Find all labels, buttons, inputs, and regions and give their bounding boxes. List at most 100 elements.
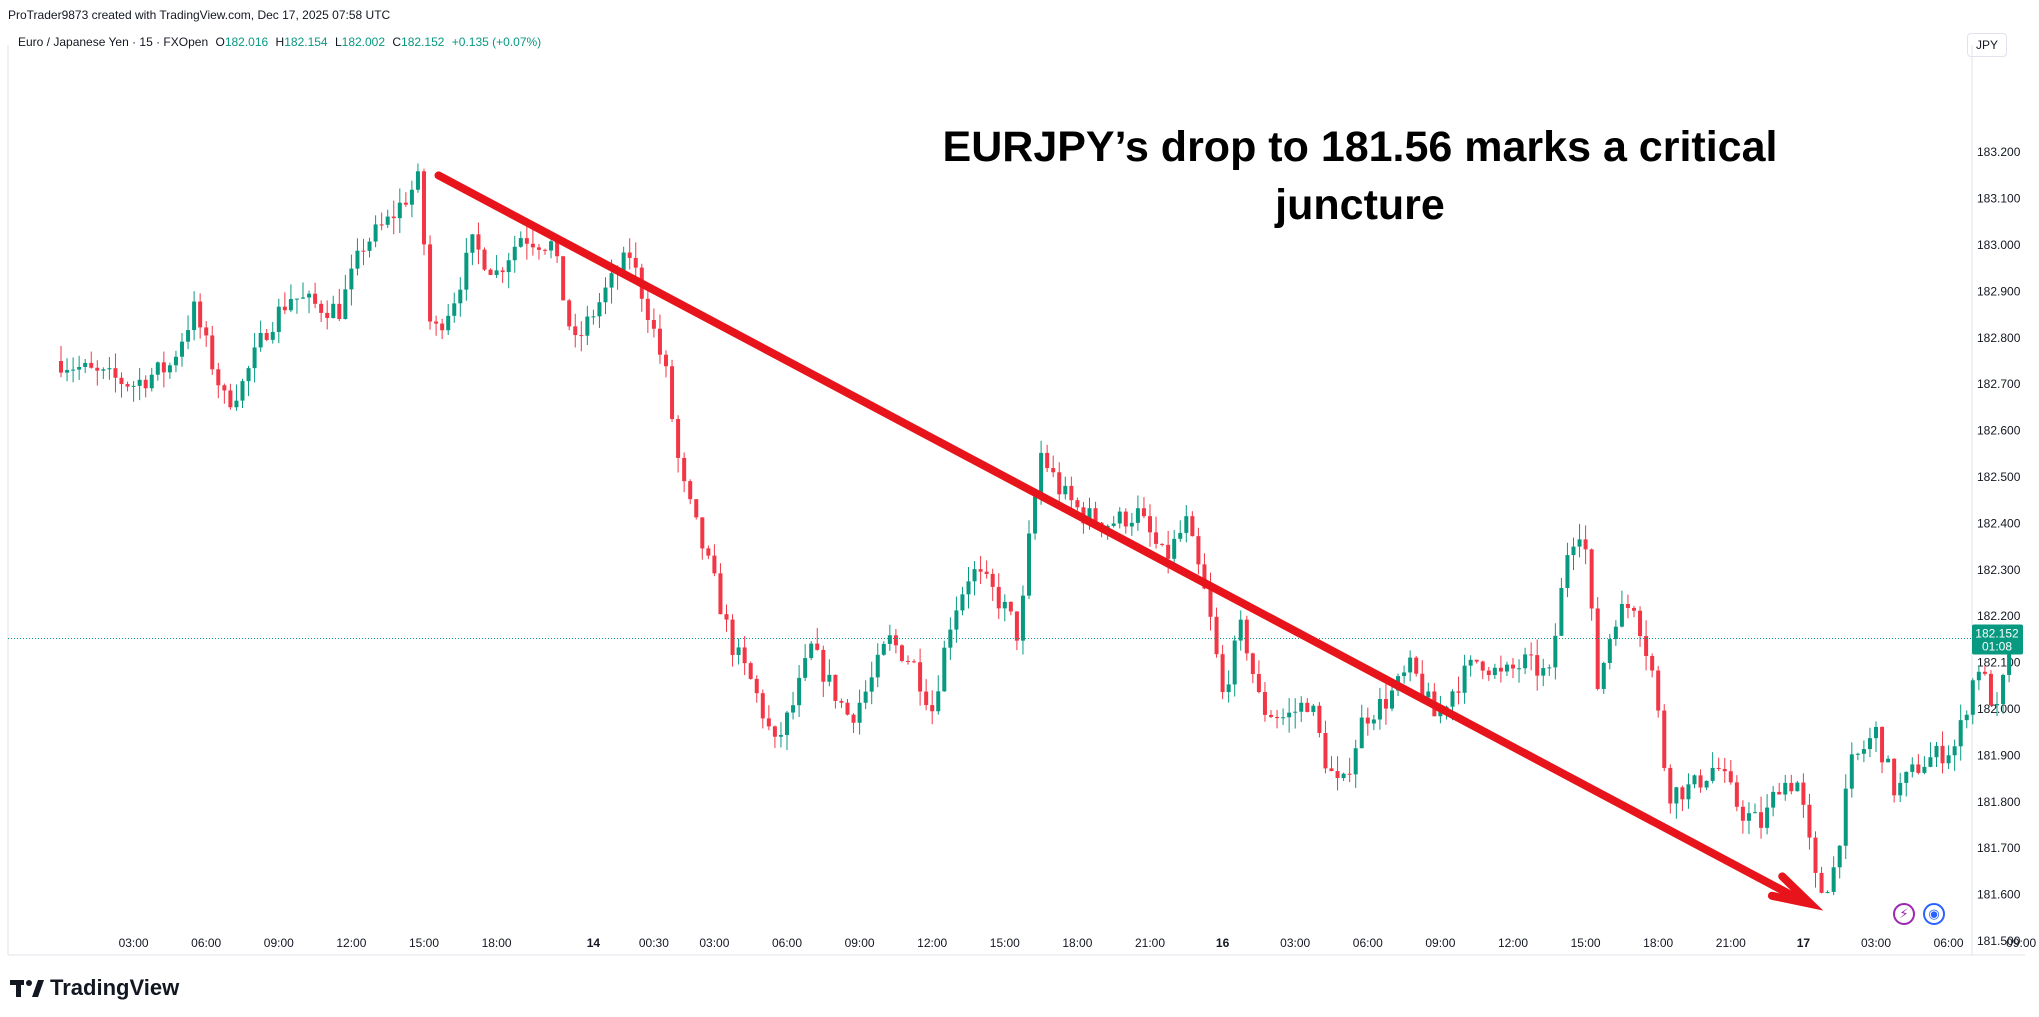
candle-body <box>694 499 699 518</box>
candle-body <box>1317 705 1322 733</box>
candle-body <box>186 330 191 342</box>
candle-body <box>1910 764 1915 772</box>
price-tick-label: 181.800 <box>1977 795 2021 809</box>
candle-body <box>1269 714 1273 717</box>
candle-body <box>627 252 632 258</box>
currency-button[interactable]: JPY <box>1966 33 2007 57</box>
candle-body <box>1753 812 1757 814</box>
price-tick-label: 182.800 <box>1977 331 2021 345</box>
candle-body <box>210 335 215 370</box>
candle-body <box>1529 654 1534 656</box>
candle-body <box>591 316 596 318</box>
candle-body <box>561 256 566 301</box>
brand-name: TradingView <box>50 975 180 1000</box>
trend-arrow-line <box>434 171 1801 902</box>
candle-body <box>240 381 245 401</box>
candle-body <box>1129 522 1134 527</box>
time-tick-label: 18:00 <box>1062 936 1092 950</box>
candle-body <box>428 244 433 322</box>
high-label: H <box>275 35 285 49</box>
candle-body <box>778 735 783 737</box>
candle-body <box>1686 784 1691 800</box>
candle-body <box>1553 635 1558 668</box>
symbol-name[interactable]: Euro / Japanese Yen · 15 · FXOpen <box>18 35 209 49</box>
time-tick-label: 15:00 <box>1571 936 1601 950</box>
candle-body <box>827 674 832 682</box>
candle-body <box>1329 768 1334 772</box>
candle-body <box>543 249 547 251</box>
candle-body <box>1111 523 1116 526</box>
candle-body <box>524 238 529 244</box>
chart-attribution: ProTrader9873 created with TradingView.c… <box>8 8 391 22</box>
candle-body <box>1734 782 1739 807</box>
candle-body <box>688 481 693 500</box>
candle-body <box>1589 549 1594 609</box>
candle-body <box>724 614 729 620</box>
candle-body <box>107 368 112 370</box>
tradingview-logo[interactable]: TradingView <box>10 975 179 1001</box>
candle-body <box>1256 674 1261 693</box>
candle-body <box>1045 452 1050 469</box>
candle-body <box>83 362 88 367</box>
candle-body <box>633 257 638 268</box>
candle-body <box>912 661 917 663</box>
candle-body <box>742 647 747 664</box>
candle-body <box>1922 766 1927 773</box>
price-tick-label: 183.000 <box>1977 238 2021 252</box>
candle-body <box>1964 714 1969 721</box>
candle-body <box>258 332 263 348</box>
candle-body <box>797 677 802 706</box>
candle-body <box>1952 746 1957 756</box>
close-value: 182.152 <box>401 35 445 49</box>
candle-body <box>1305 702 1310 712</box>
price-tick-label: 182.300 <box>1977 563 2021 577</box>
candle-body <box>1607 639 1612 663</box>
candle-body <box>415 171 420 190</box>
candle-body <box>1577 539 1582 547</box>
candle-body <box>851 714 856 723</box>
candle-body <box>966 581 971 595</box>
candle-body <box>167 365 172 373</box>
candle-body <box>119 377 124 385</box>
candle-body <box>391 216 396 219</box>
candle-body <box>1813 837 1818 873</box>
candle-body <box>1855 753 1860 755</box>
bar-countdown-label: 01:08 <box>1982 639 2012 653</box>
candle-body <box>1874 726 1878 739</box>
candle-body <box>1613 626 1618 640</box>
candle-body <box>603 287 608 303</box>
candle-body <box>1383 699 1388 709</box>
candle-body <box>1680 787 1685 800</box>
candle-body <box>918 662 923 692</box>
current-price-label: 182.152 <box>1975 626 2019 640</box>
candle-body <box>924 691 929 706</box>
globe-icon[interactable]: ◉ <box>1923 903 1945 925</box>
price-tick-label: 181.700 <box>1977 841 2021 855</box>
candle-body <box>1087 508 1092 524</box>
time-tick-label: 09:00 <box>264 936 294 950</box>
candle-body <box>700 517 705 549</box>
candle-body <box>1359 717 1364 749</box>
candle-body <box>845 702 850 715</box>
candle-body <box>1020 595 1025 641</box>
candle-body <box>1226 684 1231 693</box>
candle-body <box>1795 782 1800 792</box>
candle-body <box>1789 782 1794 792</box>
price-tick-label: 181.500 <box>1977 934 2021 948</box>
symbol-legend: Euro / Japanese Yen · 15 · FXOpen O182.0… <box>18 35 541 49</box>
candle-body <box>319 303 324 313</box>
candle-body <box>1293 711 1298 713</box>
candle-body <box>803 658 808 678</box>
headline-line-1: EURJPY’s drop to 181.56 marks a critical <box>942 123 1778 171</box>
time-tick-label: 18:00 <box>482 936 512 950</box>
price-tick-label: 182.200 <box>1977 609 2021 623</box>
candle-body <box>476 234 481 250</box>
candle-body <box>1523 654 1528 669</box>
bolt-icon[interactable]: ⚡ <box>1893 903 1915 925</box>
time-tick-label: 16 <box>1216 936 1230 950</box>
candle-body <box>821 649 826 682</box>
candle-body <box>1148 516 1152 533</box>
candle-body <box>198 301 203 328</box>
candle-body <box>1220 654 1225 693</box>
